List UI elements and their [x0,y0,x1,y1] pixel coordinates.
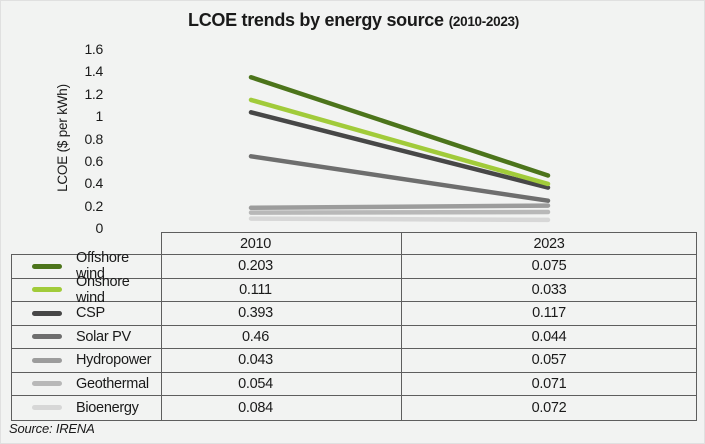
chart-line-bioenergy [248,216,551,223]
source-note: Source: IRENA [9,421,95,436]
chart-line-offshore-wind [248,74,551,178]
y-tick-label-1: 1 [95,108,104,125]
y-tick-label-1.4: 1.4 [84,63,103,80]
value-cell-2010-geothermal: 0.054 [162,372,402,395]
label-cell-csp: CSP [12,302,162,325]
table-row-csp: CSP 0.393 0.117 [12,302,696,326]
value-cell-2010-offshore-wind: 0.203 [162,255,402,278]
table-row-geothermal: Geothermal 0.054 0.071 [12,372,696,396]
y-tick-label-0.8: 0.8 [84,130,103,147]
chart-line-geothermal [248,209,551,215]
row-label: Offshore wind [76,250,129,283]
chart-line-csp [248,110,551,190]
label-cell-onshore-wind: Onshore wind [12,274,162,306]
row-label: Onshore wind [76,273,130,306]
chart-line-hydropower [248,203,551,211]
data-table-body: Offshore wind 0.203 0.075 Onshore wind 0.111… [11,250,697,421]
legend-swatch-solar-pv [32,334,62,340]
label-cell-bioenergy: Bioenergy [12,396,162,420]
stacked-line-chart-plot [248,74,551,223]
value-cell-2010-bioenergy: 0.084 [162,396,402,420]
column-header-2010: 2010 [162,233,402,255]
legend-swatch-bioenergy [32,405,62,411]
y-tick-label-1.2: 1.2 [84,85,103,102]
label-cell-offshore-wind: Offshore wind [12,250,162,282]
table-row-solar-pv: Solar PV 0.46 0.044 [12,325,696,349]
label-cell-hydropower: Hydropower [12,349,162,372]
legend-swatch-onshore-wind [32,287,62,293]
row-label: Hydropower [76,352,152,369]
value-cell-2023-csp: 0.117 [532,305,566,322]
value-cell-2023-hydropower: 0.057 [531,352,567,369]
y-tick-label-0: 0 [95,220,104,236]
legend-swatch-hydropower [32,357,62,363]
row-label: Solar PV [76,328,131,345]
row-label: Bioenergy [76,399,139,416]
value-cell-2023-onshore-wind: 0.033 [531,281,567,298]
table-row-offshore-wind: Offshore wind 0.203 0.075 [12,250,696,282]
value-cell-2023-geothermal: 0.071 [531,375,567,392]
value-cell-2023-bioenergy: 0.072 [531,399,567,416]
chart-title-year-range: (2010-2023) [448,14,520,29]
value-cell-2010-csp: 0.393 [162,302,402,325]
label-cell-geothermal: Geothermal [12,372,162,395]
value-cell-2023-offshore-wind: 0.075 [531,258,567,275]
column-header-2023: 2023 [533,236,565,252]
row-label: Geothermal [76,375,149,392]
legend-swatch-offshore-wind [32,263,62,269]
value-cell-2010-hydropower: 0.043 [162,349,402,372]
chart-line-onshore-wind [248,97,551,187]
table-row-bioenergy: Bioenergy 0.084 0.072 [12,396,696,420]
value-cell-2023-solar-pv: 0.044 [531,328,567,345]
table-row-onshore-wind: Onshore wind 0.111 0.033 [12,274,696,306]
value-cell-2010-solar-pv: 0.46 [162,325,402,348]
data-table-header-row: 2010 2023 [161,232,697,255]
table-row-hydropower: Hydropower 0.043 0.057 [12,349,696,373]
chart-line-solar-pv [248,154,551,203]
y-tick-label-1.6: 1.6 [84,41,103,57]
label-cell-solar-pv: Solar PV [12,325,162,348]
row-label: CSP [76,305,105,322]
y-tick-label-0.2: 0.2 [84,197,103,214]
value-cell-2010-onshore-wind: 0.111 [162,278,402,301]
chart-title-main: LCOE trends by energy source [188,10,444,30]
legend-swatch-geothermal [32,381,62,387]
y-tick-label-0.4: 0.4 [84,175,103,192]
legend-swatch-csp [32,310,62,316]
y-tick-label-0.6: 0.6 [84,152,103,169]
chart-title: LCOE trends by energy source (2010-2023) [1,10,704,31]
